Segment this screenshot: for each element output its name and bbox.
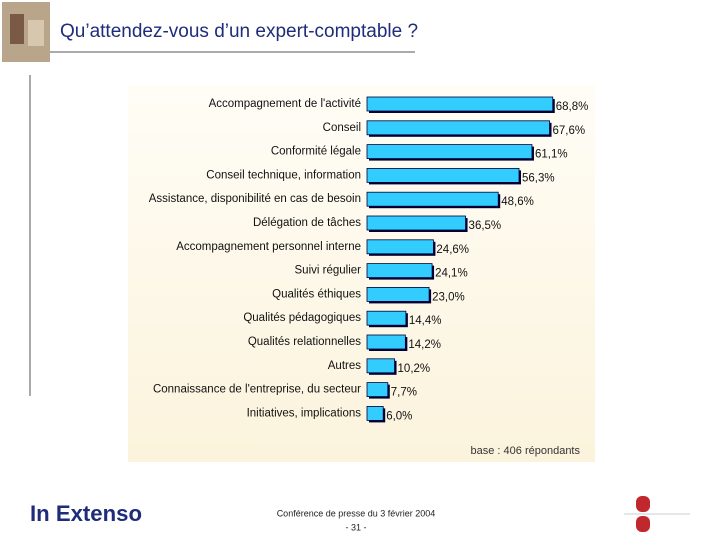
category-label: Qualités relationnelles — [248, 336, 361, 348]
chart-area — [128, 85, 595, 462]
base-note: base : 406 répondants — [471, 445, 581, 457]
bar — [366, 144, 533, 160]
value-label: 36,5% — [469, 220, 502, 232]
category-label: Accompagnement de l'activité — [209, 98, 361, 110]
slide-title: Qu’attendez-vous d’un expert-comptable ? — [60, 21, 418, 42]
footer-page: - 31 - — [345, 522, 366, 532]
category-label: Qualités pédagogiques — [243, 312, 361, 324]
value-label: 56,3% — [522, 172, 555, 184]
value-label: 7,7% — [391, 387, 417, 399]
value-label: 48,6% — [501, 196, 534, 208]
bars: Accompagnement de l'activité 68,8% Conseil… — [149, 96, 589, 422]
logo-mark — [636, 516, 650, 532]
logo: In Extenso — [30, 501, 142, 526]
bar — [366, 382, 389, 398]
value-label: 23,0% — [432, 291, 465, 303]
bar — [366, 191, 499, 207]
value-label: 61,1% — [535, 149, 568, 161]
value-label: 10,2% — [398, 363, 431, 375]
category-label: Délégation de tâches — [253, 217, 361, 229]
value-label: 67,6% — [553, 125, 586, 137]
category-label: Accompagnement personnel interne — [176, 241, 361, 253]
value-label: 24,1% — [435, 268, 468, 280]
bar — [366, 167, 520, 183]
category-label: Conformité légale — [271, 146, 361, 158]
category-label: Connaissance de l'entreprise, du secteur — [153, 384, 361, 396]
footer-event: Conférence de presse du 3 février 2004 — [277, 508, 436, 518]
category-label: Initiatives, implications — [247, 407, 362, 419]
bar — [366, 358, 395, 374]
category-label: Conseil — [323, 122, 361, 134]
value-label: 14,4% — [409, 315, 442, 327]
category-label: Conseil technique, information — [206, 169, 361, 181]
value-label: 68,8% — [556, 101, 589, 113]
value-label: 6,0% — [386, 410, 412, 422]
bar — [366, 310, 407, 326]
value-label: 14,2% — [408, 339, 441, 351]
bar — [366, 334, 406, 350]
value-label: 24,6% — [436, 244, 469, 256]
photo-figure — [28, 20, 44, 46]
bar — [366, 405, 384, 421]
bar — [366, 96, 554, 112]
category-label: Qualités éthiques — [272, 288, 361, 300]
category-label: Suivi régulier — [295, 265, 362, 277]
bar — [366, 286, 430, 302]
bar — [366, 120, 550, 136]
category-label: Assistance, disponibilité en cas de beso… — [149, 193, 361, 205]
bar — [366, 215, 466, 231]
bar — [366, 263, 433, 279]
logo-mark — [636, 496, 650, 512]
photo-figure — [10, 14, 24, 44]
bar — [366, 239, 434, 255]
category-label: Autres — [328, 360, 361, 372]
